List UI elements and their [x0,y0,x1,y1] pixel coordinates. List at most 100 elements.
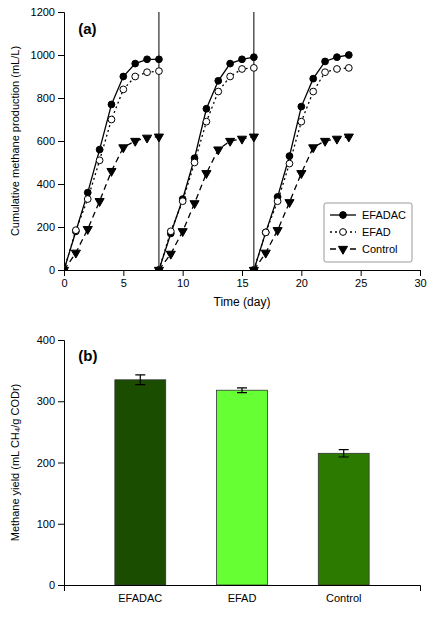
tick: 15 [236,270,248,289]
marker [249,267,258,270]
error-bar [339,450,349,457]
tick-mark [58,401,64,402]
tick-mark [123,270,124,276]
line [159,68,254,270]
tick-label: 100 [37,518,55,530]
marker [332,136,341,144]
plot-area [115,375,369,585]
tick-label: 25 [355,277,367,289]
marker [226,138,235,146]
tick-mark [183,270,184,276]
marker [167,228,174,235]
axis-line [58,13,65,271]
legend-item: Control [330,243,397,255]
marker [215,77,222,84]
tick: 30 [414,270,426,289]
bar [217,390,268,585]
marker [96,146,103,153]
tick: 0 [49,579,64,591]
marker [191,159,198,166]
marker [334,54,341,61]
figure: 051015202530020040060080010001200Time (d… [0,0,434,626]
axis-line [65,271,421,277]
tick: 300 [37,395,64,407]
tick: 10 [177,270,189,289]
marker [250,54,257,61]
marker [143,135,152,143]
legend-marker [338,246,347,254]
marker [345,65,352,72]
marker [107,168,116,176]
tick-label: 30 [414,277,426,289]
tick-label: 10 [177,277,189,289]
axis-line [58,341,65,586]
marker [310,75,317,82]
tick-label: 0 [61,277,67,289]
tick-mark [301,270,302,276]
tick-label: 600 [37,135,55,147]
marker [273,228,282,236]
marker [285,200,294,208]
tick: 0 [49,264,64,276]
tick-label: 20 [296,277,308,289]
marker [239,56,246,63]
plot-area [64,12,353,270]
y-axis: 0 100 200 300 400 [37,334,65,591]
tick: 25 [355,270,367,289]
bar [115,380,166,585]
line [64,71,159,270]
tick-mark [58,141,64,142]
marker [298,118,305,125]
legend-box [324,203,412,262]
marker [345,52,352,59]
legend-label: EFADAC [362,209,406,221]
marker [119,145,128,153]
tick-mark [58,55,64,56]
legend-marker [340,212,347,219]
tick-label: 400 [37,178,55,190]
marker [286,160,293,167]
tick-label: 200 [37,221,55,233]
legend-item: EFAD [330,226,391,238]
tick-mark [58,340,64,341]
marker [310,88,317,95]
tick-mark [58,12,64,13]
x-axis: 0 5 10 15 20 25 30 [61,270,426,289]
marker [214,147,223,155]
marker [166,251,175,259]
line [64,137,159,270]
marker [179,198,186,205]
tick: 400 [37,178,64,190]
marker [202,171,211,179]
marker [144,56,151,63]
tick: 200 [37,457,64,469]
tick-mark [58,270,64,271]
bar [318,453,369,585]
tick: 5 [121,270,127,289]
tick-label: 800 [37,92,55,104]
marker [120,73,127,80]
marker [297,171,306,179]
tick: 1000 [31,49,64,61]
tick-label: 15 [236,277,248,289]
tick: 20 [296,270,308,289]
marker [203,105,210,112]
marker [190,201,199,209]
marker [154,134,163,142]
marker [72,227,79,234]
marker [215,88,222,95]
marker [321,138,330,146]
marker [108,116,115,123]
marker [203,118,210,125]
tick-label: 5 [121,277,127,289]
tick: EFADAC [118,592,162,604]
tick: EFAD [228,592,257,604]
legend: EFADAC EFAD Control [324,203,412,262]
marker [249,134,258,142]
tick-label: 300 [37,395,55,407]
tick: 100 [37,518,64,530]
marker [227,73,234,80]
tick: 400 [37,334,64,346]
y-axis-title: Cumulative methane production (mL/L) [9,46,21,236]
marker [132,73,139,80]
